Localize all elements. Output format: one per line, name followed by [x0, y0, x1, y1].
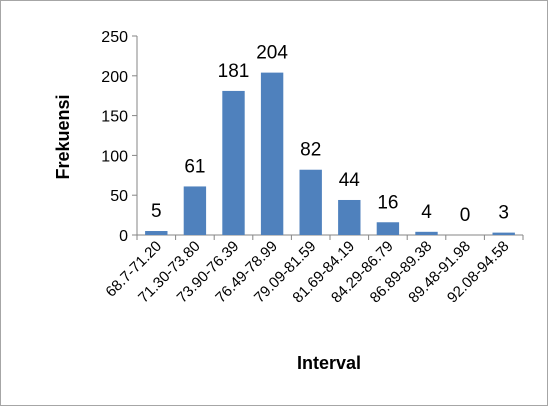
data-label: 44	[339, 170, 361, 191]
bar	[338, 199, 361, 235]
bar	[415, 231, 438, 235]
bar	[376, 222, 400, 235]
x-axis-title: Interval	[297, 353, 361, 373]
y-tick-label: 100	[101, 148, 128, 165]
data-label: 3	[498, 203, 509, 224]
y-tick-label: 250	[101, 29, 128, 46]
y-tick-label: 0	[119, 228, 128, 245]
data-label: 16	[377, 192, 398, 213]
bar	[299, 169, 322, 235]
data-label: 0	[460, 205, 471, 226]
y-tick-label: 150	[101, 109, 128, 126]
bar	[492, 232, 515, 235]
bar	[222, 90, 245, 235]
y-tick-label: 50	[110, 188, 128, 205]
data-label: 181	[218, 61, 250, 82]
bar	[260, 72, 284, 235]
bar	[183, 186, 207, 235]
data-label: 5	[151, 201, 162, 222]
data-label: 61	[184, 156, 205, 177]
y-tick-label: 200	[101, 69, 128, 86]
data-label: 82	[300, 140, 321, 161]
plot-area: 050100150200250568.7-71.206171.30-73.801…	[101, 29, 524, 306]
y-axis-title: Frekuensi	[53, 94, 73, 179]
data-label: 204	[256, 43, 288, 64]
bar	[145, 231, 168, 235]
data-label: 4	[421, 202, 432, 223]
